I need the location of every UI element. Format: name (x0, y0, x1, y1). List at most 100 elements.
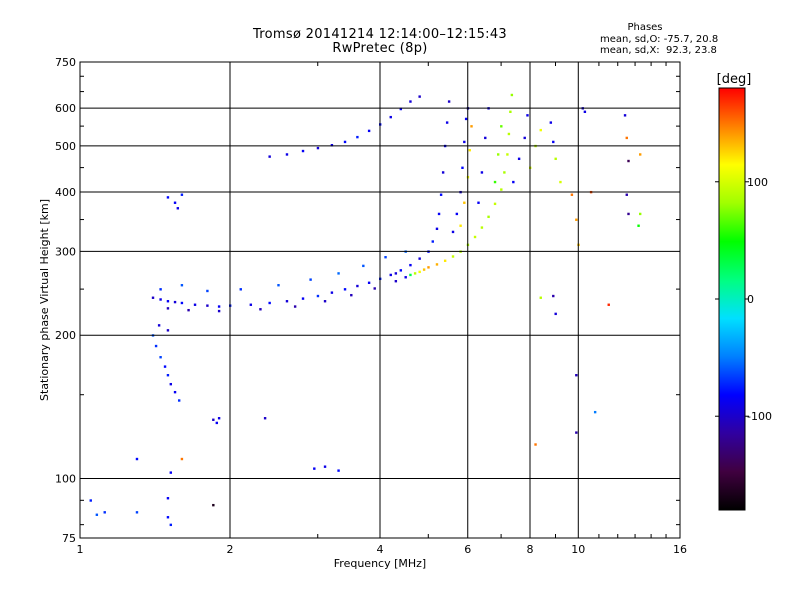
data-point (399, 107, 403, 111)
data-point (552, 294, 555, 298)
data-point (418, 95, 421, 98)
data-point (593, 410, 597, 414)
data-point (330, 143, 334, 147)
data-point (455, 212, 459, 216)
data-point (477, 201, 480, 204)
data-point (437, 212, 441, 216)
data-point (625, 136, 628, 140)
data-point (435, 227, 439, 231)
data-point (316, 294, 320, 298)
data-point (427, 266, 430, 269)
data-point (496, 153, 500, 156)
data-point (343, 140, 347, 144)
data-point (464, 117, 468, 121)
data-point (166, 374, 170, 377)
data-point (268, 155, 271, 158)
data-point (470, 125, 473, 128)
data-point (159, 288, 162, 291)
data-point (263, 417, 267, 420)
data-point (384, 256, 387, 259)
data-point (239, 288, 242, 291)
data-point (583, 110, 587, 114)
data-point (268, 301, 271, 305)
data-point (154, 344, 158, 348)
data-point (512, 180, 515, 184)
data-point (206, 304, 209, 307)
data-point (259, 308, 262, 311)
data-point (539, 128, 542, 132)
data-point (394, 272, 398, 275)
data-point (135, 457, 139, 461)
data-point (285, 300, 289, 303)
data-point (451, 230, 455, 234)
data-point (337, 272, 340, 275)
data-point (575, 374, 578, 377)
stats-heading: Phases (627, 22, 663, 33)
data-point (151, 296, 155, 299)
x-tick-label: 10 (571, 543, 585, 556)
data-point (163, 365, 167, 368)
data-point (177, 399, 181, 402)
phase-colorbar: 100 0 -100 (715, 87, 772, 511)
data-point (159, 298, 162, 301)
data-point (337, 469, 340, 472)
y-tick-label: 100 (55, 473, 76, 486)
stats-o-mode: mean, sd,O: -75.7, 20.8 (600, 34, 719, 45)
data-point (217, 417, 221, 420)
data-point (506, 153, 509, 156)
data-point (173, 300, 177, 304)
y-axis-label: Stationary phase Virtual Height [km] (38, 199, 51, 401)
data-point (180, 301, 184, 305)
data-point (463, 201, 466, 204)
data-point (487, 215, 490, 219)
data-point (373, 287, 376, 290)
colorbar-tick-label: -100 (747, 410, 772, 423)
y-tick-label: 750 (55, 56, 76, 69)
colorbar-tick-label: 0 (747, 293, 754, 306)
data-point (169, 471, 173, 474)
data-point (166, 196, 170, 199)
data-point (468, 148, 471, 152)
data-point (575, 218, 578, 221)
y-tick-label: 500 (55, 140, 76, 153)
data-point (435, 263, 439, 266)
data-point (445, 121, 449, 124)
x-tick-label: 16 (673, 543, 687, 556)
data-point (356, 135, 359, 139)
data-point (554, 157, 557, 161)
data-point (362, 264, 365, 268)
data-point (409, 273, 412, 277)
data-point (367, 281, 371, 284)
x-tick-label: 2 (227, 543, 234, 556)
data-point (217, 305, 221, 308)
data-point (330, 291, 334, 294)
data-point (459, 224, 462, 227)
data-point (169, 523, 173, 527)
data-point (625, 193, 628, 196)
data-point (301, 297, 305, 300)
data-point (173, 201, 177, 204)
data-point (534, 443, 537, 446)
data-point (559, 180, 562, 184)
data-point (389, 115, 392, 119)
data-point (509, 110, 512, 114)
data-point (480, 226, 484, 229)
data-point (95, 513, 99, 516)
data-point (552, 140, 555, 144)
stats-x-mode: mean, sd,X: 92.3, 23.8 (600, 45, 717, 56)
data-point (212, 503, 215, 507)
data-point (169, 382, 173, 386)
data-point (549, 121, 553, 124)
data-point (431, 240, 434, 243)
x-tick-label: 6 (464, 543, 471, 556)
data-point (575, 431, 578, 434)
data-point (367, 129, 371, 133)
data-point (570, 193, 574, 196)
data-point (350, 293, 353, 297)
data-point (517, 157, 521, 161)
y-tick-label: 300 (55, 245, 76, 258)
data-point (399, 269, 403, 272)
y-tick-label: 75 (62, 532, 76, 545)
data-point (409, 100, 412, 103)
data-point (451, 255, 455, 258)
